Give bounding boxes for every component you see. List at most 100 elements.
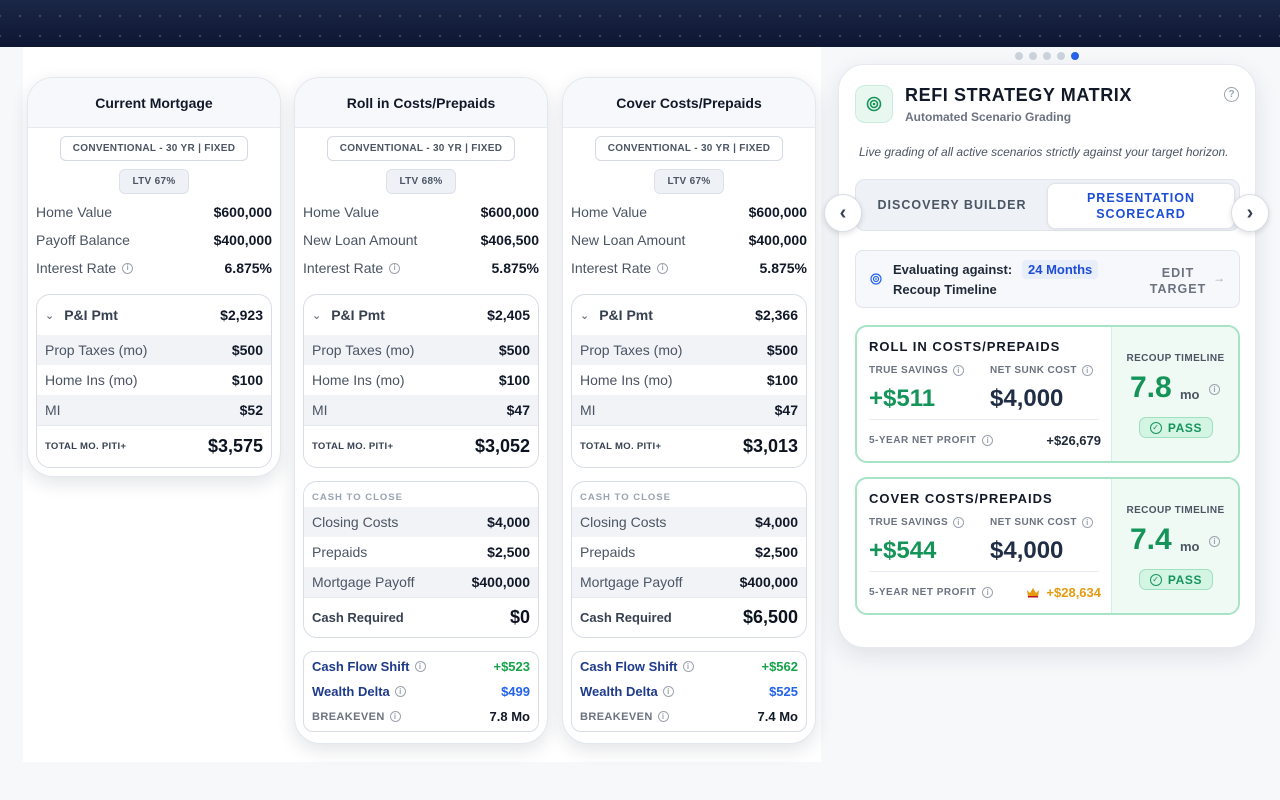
status-text: PASS (1167, 572, 1203, 587)
row-value: $600,000 (480, 204, 539, 220)
label-text: NET SUNK COST (990, 517, 1077, 528)
row-label: Prepaids (580, 544, 636, 560)
row-value: 5.875% (491, 260, 539, 276)
cash-row: Prepaids $2,500 (572, 537, 806, 567)
label-text: NET SUNK COST (990, 365, 1077, 376)
row-value: $2,366 (755, 307, 798, 323)
top-banner (0, 0, 1280, 47)
payoff-balance-row: Payoff Balance $400,000 (28, 226, 280, 254)
scorecard-cover-costs[interactable]: COVER COSTS/PREPAIDS TRUE SAVINGS i NET S… (855, 477, 1240, 615)
pi-payment-row[interactable]: ⌄ P&I Pmt $2,405 (304, 295, 538, 335)
info-icon[interactable]: i (953, 365, 965, 376)
row-label: Prop Taxes (mo) (312, 342, 415, 358)
recoup-timeline-unit: mo (1180, 539, 1200, 554)
row-value: $400,000 (748, 232, 807, 248)
row-value: $600,000 (748, 204, 807, 220)
eval-label-timeline: Recoup Timeline (893, 282, 997, 297)
net-sunk-cost-label: NET SUNK COST i (990, 365, 1093, 376)
row-label: TOTAL MO. PITI+ (580, 441, 662, 452)
row-value: $500 (231, 342, 263, 358)
row-label-text: Interest Rate (303, 260, 384, 276)
pi-payment-row[interactable]: ⌄ P&I Pmt $2,923 (37, 295, 271, 335)
edit-target-button[interactable]: EDIT TARGET (1149, 266, 1207, 296)
home-value-row: Home Value $600,000 (28, 198, 280, 226)
row-value: $500 (766, 342, 798, 358)
cash-to-close-box: CASH TO CLOSE Closing Costs $4,000 Prepai… (571, 481, 807, 638)
five-year-profit-label: 5-YEAR NET PROFIT i (869, 435, 994, 446)
cash-to-close-title: CASH TO CLOSE (312, 492, 403, 503)
ltv-chip: LTV 67% (119, 169, 189, 194)
carousel-dot[interactable] (1057, 52, 1065, 60)
arrow-right-icon[interactable]: → (1213, 271, 1225, 285)
pi-payment-row[interactable]: ⌄ P&I Pmt $2,366 (572, 295, 806, 335)
eval-target-value: 24 Months (1022, 260, 1099, 279)
chevron-down-icon[interactable]: ⌄ (45, 309, 55, 322)
scorecard-details: ROLL IN COSTS/PREPAIDS TRUE SAVINGS i NET… (857, 327, 1113, 461)
info-icon[interactable]: i (982, 587, 994, 598)
info-icon[interactable]: i (394, 686, 406, 697)
info-icon[interactable]: i (662, 686, 674, 697)
info-icon[interactable]: i (953, 517, 965, 528)
label-text: 5-YEAR NET PROFIT (869, 587, 977, 598)
scorecard-roll-in[interactable]: ROLL IN COSTS/PREPAIDS TRUE SAVINGS i NET… (855, 325, 1240, 463)
metric-label-text: Cash Flow Shift (312, 659, 410, 674)
net-sunk-cost-label: NET SUNK COST i (990, 517, 1093, 528)
chevron-down-icon[interactable]: ⌄ (312, 309, 322, 322)
row-value: $47 (506, 402, 530, 418)
payment-box: ⌄ P&I Pmt $2,405 Prop Taxes (mo) $500 Home … (303, 294, 539, 468)
row-label: MI (45, 402, 61, 418)
carousel-dot[interactable] (1043, 52, 1051, 60)
info-icon[interactable]: i (682, 661, 694, 672)
target-icon (870, 273, 882, 285)
row-value: $100 (498, 372, 530, 388)
metric-value: $499 (501, 684, 530, 699)
row-value: $100 (231, 372, 263, 388)
wealth-delta-row: Wealth Delta i $499 (312, 679, 530, 704)
info-icon[interactable]: i (1209, 384, 1220, 395)
info-icon[interactable]: i (1081, 365, 1093, 376)
carousel-dot[interactable] (1029, 52, 1037, 60)
row-value: $400,000 (471, 574, 530, 590)
info-icon[interactable]: i (389, 711, 401, 722)
pass-badge: ✓ PASS (1139, 569, 1213, 590)
recoup-timeline-label: RECOUP TIMELINE (1126, 353, 1225, 364)
row-label: Home Value (36, 204, 113, 220)
total-piti-row: TOTAL MO. PITI+ $3,575 (37, 425, 271, 467)
chevron-left-icon[interactable]: ‹ (824, 194, 862, 232)
info-icon[interactable]: i (1081, 517, 1093, 528)
row-label: TOTAL MO. PITI+ (312, 441, 394, 452)
ltv-chip: LTV 67% (654, 169, 724, 194)
chevron-down-icon[interactable]: ⌄ (580, 309, 590, 322)
tab-presentation-scorecard[interactable]: PRESENTATION SCORECARD (1047, 183, 1235, 229)
carousel-dot[interactable] (1015, 52, 1023, 60)
cash-required-row: Cash Required $6,500 (572, 597, 806, 637)
info-icon[interactable]: i (122, 262, 134, 274)
home-value-row: Home Value $600,000 (563, 198, 815, 226)
info-icon[interactable]: i (657, 262, 669, 274)
row-label: ⌄ P&I Pmt (45, 307, 118, 323)
info-icon[interactable]: i (414, 661, 426, 672)
metric-label-text: BREAKEVEN (580, 710, 653, 723)
row-label-text: P&I Pmt (331, 307, 385, 323)
row-label-text: P&I Pmt (599, 307, 653, 323)
row-label: Interest Rate i (571, 260, 669, 276)
scorecard-details: COVER COSTS/PREPAIDS TRUE SAVINGS i NET S… (857, 479, 1113, 613)
refi-strategy-panel: REFI STRATEGY MATRIX Automated Scenario … (838, 64, 1256, 648)
carousel-dot-active[interactable] (1071, 52, 1079, 60)
eval-label: Evaluating against: (893, 262, 1013, 277)
metric-label: Wealth Delta i (580, 684, 674, 699)
total-piti-row: TOTAL MO. PITI+ $3,052 (304, 425, 538, 467)
info-icon[interactable]: i (1209, 536, 1220, 547)
row-value: $52 (239, 402, 263, 418)
info-icon[interactable]: i (657, 711, 669, 722)
info-icon[interactable]: i (982, 435, 994, 446)
label-text: 5-YEAR NET PROFIT (869, 435, 977, 446)
info-icon[interactable]: i (389, 262, 401, 274)
recoup-timeline-value: 7.4 (1130, 523, 1172, 556)
recoup-panel: RECOUP TIMELINE 7.8 mo i ✓ PASS (1111, 327, 1238, 461)
true-savings-value: +$511 (869, 385, 936, 412)
help-icon[interactable]: ? (1224, 87, 1239, 102)
tab-discovery-builder[interactable]: DISCOVERY BUILDER (877, 198, 1027, 212)
row-label: Home Value (571, 204, 648, 220)
chevron-right-icon[interactable]: › (1231, 194, 1269, 232)
